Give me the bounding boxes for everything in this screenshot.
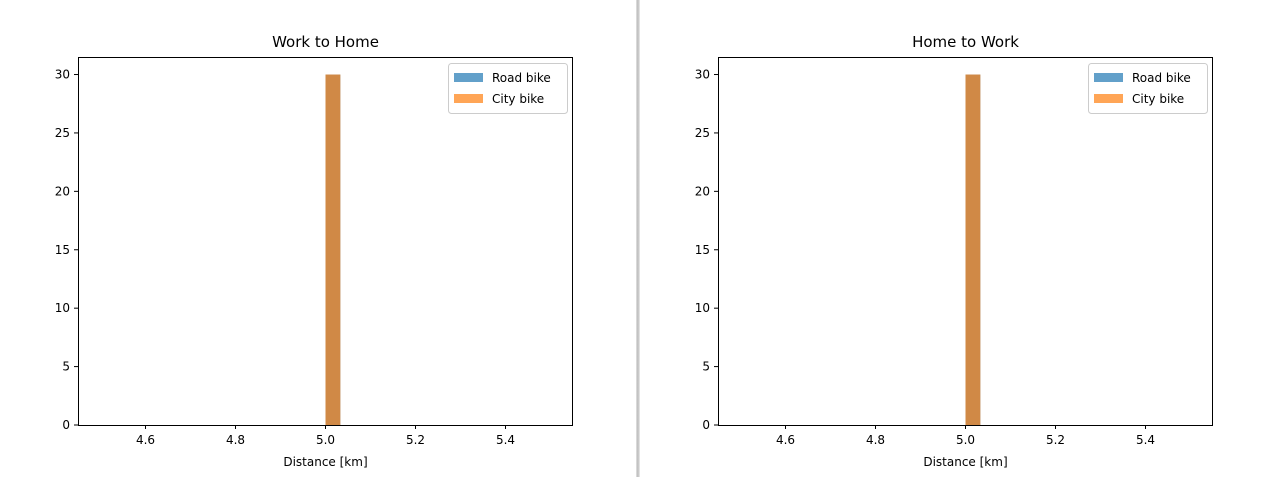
- legend-swatch: [1094, 94, 1123, 103]
- chart-work-to-home: 4.6 4.8 5.0 5.2 5.4 0 5 10 15 20 25 30 Work to Home D…: [55, 33, 573, 469]
- legend-label: City bike: [492, 92, 544, 106]
- x-tick-label: 4.8: [226, 433, 245, 447]
- x-tick-label: 4.6: [136, 433, 155, 447]
- y-tick-label: 0: [62, 418, 70, 432]
- chart-home-to-work: 4.6 4.8 5.0 5.2 5.4 0 5 10 15 20 25 30 Home to Work D…: [695, 33, 1213, 469]
- legend-label: City bike: [1132, 92, 1184, 106]
- x-tick-label: 4.6: [776, 433, 795, 447]
- x-axis-label: Distance [km]: [923, 455, 1007, 469]
- y-tick-label: 10: [695, 301, 710, 315]
- x-tick-label: 5.0: [956, 433, 975, 447]
- y-tick-label: 30: [695, 68, 710, 82]
- y-tick-label: 25: [55, 126, 70, 140]
- x-tick-label: 4.8: [866, 433, 885, 447]
- x-tick-label: 5.2: [1046, 433, 1065, 447]
- y-tick-label: 20: [695, 184, 710, 198]
- x-tick-label: 5.4: [496, 433, 515, 447]
- figure-panel-right: 4.6 4.8 5.0 5.2 5.4 0 5 10 15 20 25 30 Home to Work D…: [640, 0, 1272, 477]
- y-tick-label: 25: [695, 126, 710, 140]
- legend-swatch: [454, 94, 483, 103]
- y-tick-label: 5: [702, 360, 710, 374]
- y-tick-label: 20: [55, 184, 70, 198]
- chart-title: Work to Home: [272, 33, 379, 51]
- legend-swatch: [454, 73, 483, 82]
- y-tick-label: 30: [55, 68, 70, 82]
- legend-label: Road bike: [492, 71, 551, 85]
- y-tick-label: 15: [55, 243, 70, 257]
- chart-title: Home to Work: [912, 33, 1019, 51]
- x-tick-label: 5.0: [316, 433, 335, 447]
- x-axis-label: Distance [km]: [283, 455, 367, 469]
- y-tick-label: 5: [62, 360, 70, 374]
- x-tick-label: 5.4: [1136, 433, 1155, 447]
- x-tick-label: 5.2: [406, 433, 425, 447]
- panel-divider[interactable]: [636, 0, 640, 477]
- y-tick-label: 10: [55, 301, 70, 315]
- bar-city-bike-0: [325, 74, 341, 426]
- bar-city-bike-0: [965, 74, 981, 426]
- y-tick-label: 15: [695, 243, 710, 257]
- y-tick-label: 0: [702, 418, 710, 432]
- legend-swatch: [1094, 73, 1123, 82]
- legend-label: Road bike: [1132, 71, 1191, 85]
- figure-panel-left: 4.6 4.8 5.0 5.2 5.4 0 5 10 15 20 25 30 Work to Home D…: [54, 33, 573, 469]
